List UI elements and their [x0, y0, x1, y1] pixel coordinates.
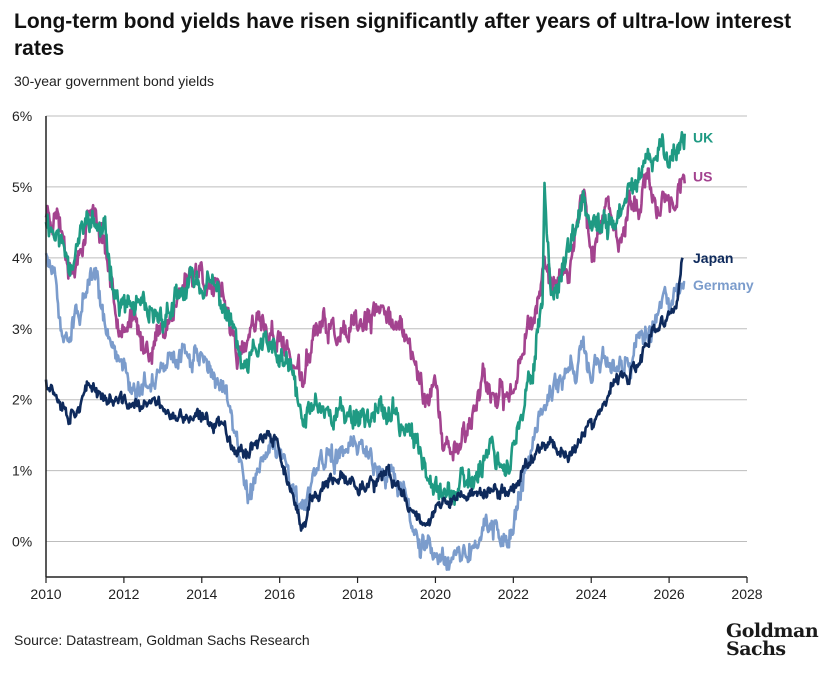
- series-label-japan: Japan: [693, 250, 733, 266]
- y-tick-label: 6%: [12, 108, 32, 124]
- y-tick-label: 1%: [12, 463, 32, 479]
- series-line-japan: [44, 257, 684, 532]
- y-tick-label: 0%: [12, 534, 32, 550]
- source-note: Source: Datastream, Goldman Sachs Resear…: [14, 632, 310, 648]
- goldman-sachs-logo: Goldman Sachs: [726, 620, 826, 660]
- series-line-germany: [44, 252, 686, 571]
- x-tick-label: 2018: [342, 586, 373, 602]
- x-tick-label: 2026: [654, 586, 685, 602]
- chart-title: Long-term bond yields have risen signifi…: [14, 10, 792, 60]
- x-tick-label: 2028: [731, 586, 762, 602]
- series-line-uk: [44, 131, 686, 506]
- x-tick-label: 2024: [576, 586, 607, 602]
- x-tick-label: 2010: [30, 586, 61, 602]
- x-tick-label: 2016: [264, 586, 295, 602]
- series-layer: [44, 131, 686, 571]
- x-tick-label: 2014: [186, 586, 217, 602]
- x-tick-label: 2020: [420, 586, 451, 602]
- chart-subtitle: 30-year government bond yields: [14, 73, 215, 89]
- logo-line-2: Sachs: [726, 638, 786, 660]
- line-chart: 0% 1% 2% 3% 4% 5% 6% 2010 2012 2014 2016 2018 2020 20…: [12, 108, 763, 602]
- axis-layer: 0% 1% 2% 3% 4% 5% 6% 2010 2012 2014 2016 2018 2020 20…: [12, 108, 763, 602]
- series-label-germany: Germany: [693, 277, 754, 293]
- x-tick-label: 2022: [498, 586, 529, 602]
- series-label-layer: UK US Japan Germany: [693, 129, 754, 293]
- series-label-us: US: [693, 168, 712, 184]
- logo-line-1: Goldman: [726, 620, 819, 642]
- series-label-uk: UK: [693, 129, 713, 145]
- y-tick-label: 3%: [12, 321, 32, 337]
- y-tick-label: 2%: [12, 392, 32, 408]
- y-tick-label: 5%: [12, 179, 32, 195]
- y-tick-label: 4%: [12, 250, 32, 266]
- x-tick-label: 2012: [108, 586, 139, 602]
